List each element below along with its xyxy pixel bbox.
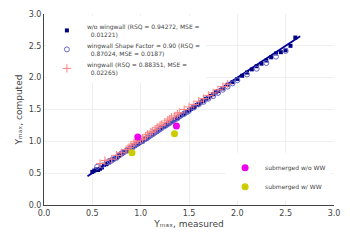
svg-text:1.0: 1.0 — [134, 209, 147, 218]
svg-text:submerged w/ WW: submerged w/ WW — [265, 183, 322, 191]
svg-text:3.0: 3.0 — [328, 209, 341, 218]
svg-text:Yₘₐₓ, computed: Yₘₐₓ, computed — [14, 75, 24, 146]
svg-text:2.0: 2.0 — [231, 209, 244, 218]
svg-text:2.5: 2.5 — [29, 42, 42, 51]
svg-text:0.5: 0.5 — [86, 209, 99, 218]
svg-text:wingwall (RSQ = 0.88351, MSE =: wingwall (RSQ = 0.88351, MSE = 0.02265) — [87, 61, 187, 76]
svg-text:2.5: 2.5 — [279, 209, 292, 218]
svg-text:3.0: 3.0 — [29, 10, 42, 19]
svg-text:0.5: 0.5 — [29, 169, 42, 178]
svg-text:0.0: 0.0 — [29, 201, 42, 210]
svg-text:Yₘₐₓ, measured: Yₘₐₓ, measured — [153, 219, 223, 229]
svg-text:1.0: 1.0 — [29, 137, 42, 146]
svg-text:2.0: 2.0 — [29, 73, 42, 82]
svg-text:1.5: 1.5 — [183, 209, 196, 218]
svg-text:w/o wingwall (RSQ = 0.94272, M: w/o wingwall (RSQ = 0.94272, MSE = 0.012… — [87, 23, 200, 38]
svg-text:wingwall Shape Factor = 0.90 (: wingwall Shape Factor = 0.90 (RSQ = 0.87… — [87, 42, 200, 57]
svg-text:0.0: 0.0 — [38, 209, 51, 218]
svg-text:submerged w/o WW: submerged w/o WW — [265, 164, 325, 172]
svg-text:1.5: 1.5 — [29, 105, 42, 114]
